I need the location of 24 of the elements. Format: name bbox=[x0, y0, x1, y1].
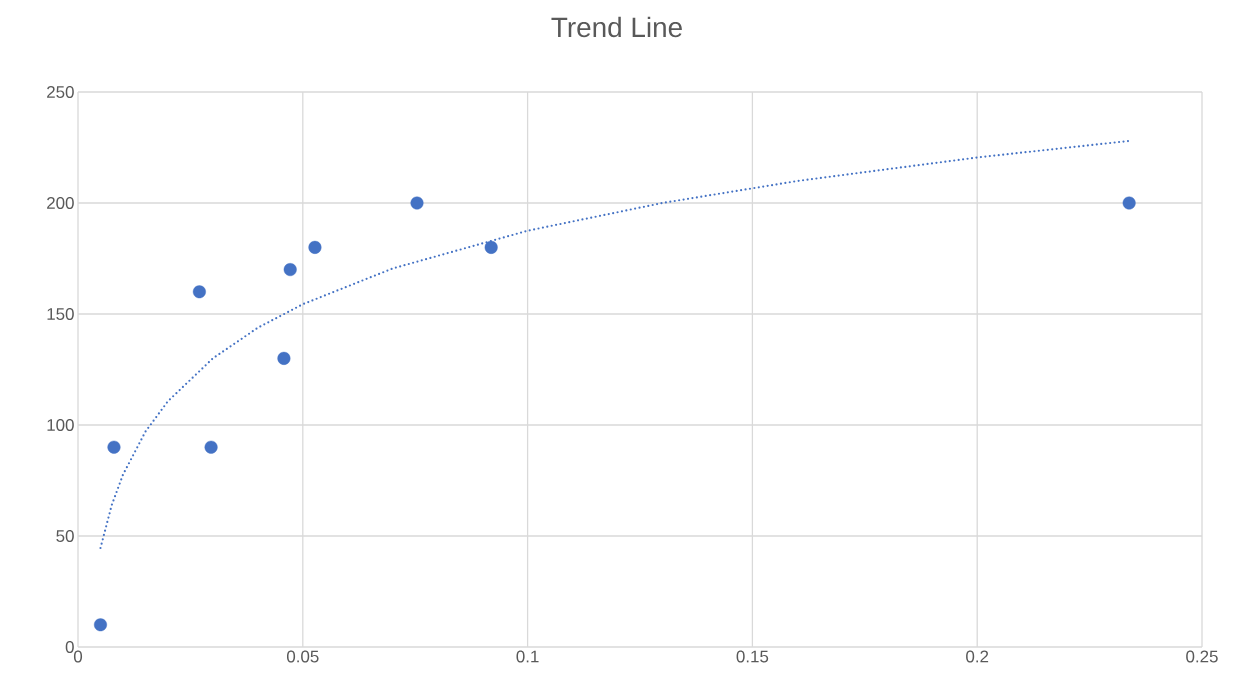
y-tick-label: 50 bbox=[56, 529, 74, 542]
point bbox=[204, 440, 218, 454]
point bbox=[283, 263, 297, 277]
point bbox=[308, 240, 322, 254]
y-tick-label: 250 bbox=[47, 85, 74, 98]
y-tick-label: 200 bbox=[47, 196, 74, 209]
x-tick-label: 0.1 bbox=[516, 650, 539, 663]
point bbox=[107, 440, 121, 454]
x-tick-label: 0.15 bbox=[736, 650, 769, 663]
point bbox=[192, 285, 206, 299]
x-tick-label: 0 bbox=[73, 650, 83, 663]
y-tick-label: 100 bbox=[47, 418, 74, 431]
x-tick-label: 0.25 bbox=[1186, 650, 1218, 663]
y-tick-label: 0 bbox=[65, 640, 74, 653]
point bbox=[484, 240, 498, 254]
x-tick-label: 0.2 bbox=[966, 650, 989, 663]
chart-title: Trend Line bbox=[551, 16, 682, 38]
point bbox=[410, 196, 424, 210]
x-tick-label: 0.05 bbox=[286, 650, 319, 663]
point bbox=[94, 618, 107, 632]
line-series bbox=[99, 139, 1132, 550]
y-tick-label: 150 bbox=[47, 307, 74, 320]
point bbox=[277, 351, 291, 365]
point bbox=[1122, 196, 1136, 210]
